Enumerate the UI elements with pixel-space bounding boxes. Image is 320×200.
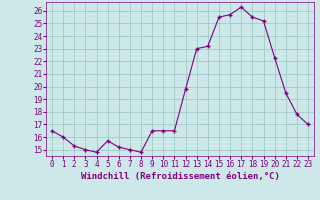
X-axis label: Windchill (Refroidissement éolien,°C): Windchill (Refroidissement éolien,°C) [81,172,279,181]
